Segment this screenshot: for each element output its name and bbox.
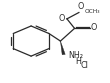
Text: O: O — [90, 23, 96, 32]
Polygon shape — [60, 41, 65, 55]
Text: H: H — [75, 57, 81, 66]
Text: Cl: Cl — [80, 61, 88, 70]
Text: O: O — [59, 14, 65, 23]
Text: OCH₃: OCH₃ — [85, 9, 101, 14]
Text: O: O — [78, 2, 84, 11]
Text: NH₂: NH₂ — [68, 51, 83, 60]
